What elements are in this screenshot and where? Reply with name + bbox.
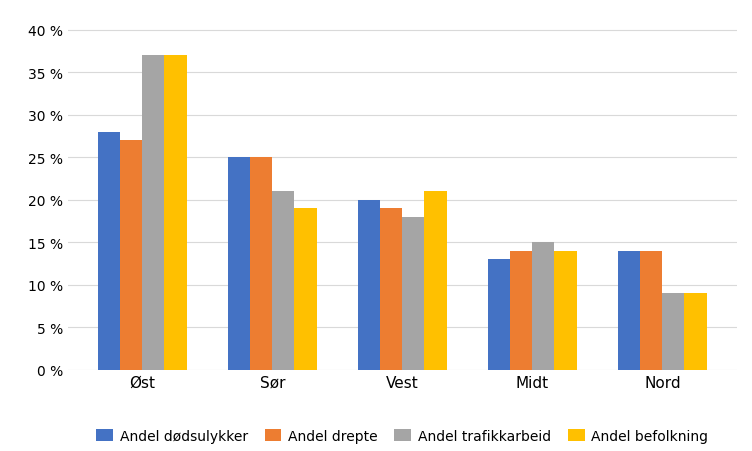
Bar — [640, 251, 663, 370]
Bar — [402, 217, 424, 370]
Bar — [510, 251, 532, 370]
Bar — [358, 200, 381, 370]
Bar — [488, 259, 510, 370]
Bar — [381, 209, 402, 370]
Bar — [424, 192, 447, 370]
Bar — [684, 294, 707, 370]
Bar — [272, 192, 295, 370]
Legend: Andel dødsulykker, Andel drepte, Andel trafikkarbeid, Andel befolkning: Andel dødsulykker, Andel drepte, Andel t… — [90, 423, 714, 448]
Bar — [120, 141, 142, 370]
Bar — [98, 132, 120, 370]
Bar — [532, 243, 554, 370]
Bar — [663, 294, 684, 370]
Bar — [228, 158, 250, 370]
Bar — [165, 56, 186, 370]
Bar — [618, 251, 640, 370]
Bar — [142, 56, 165, 370]
Bar — [554, 251, 577, 370]
Bar — [295, 209, 317, 370]
Bar — [250, 158, 272, 370]
